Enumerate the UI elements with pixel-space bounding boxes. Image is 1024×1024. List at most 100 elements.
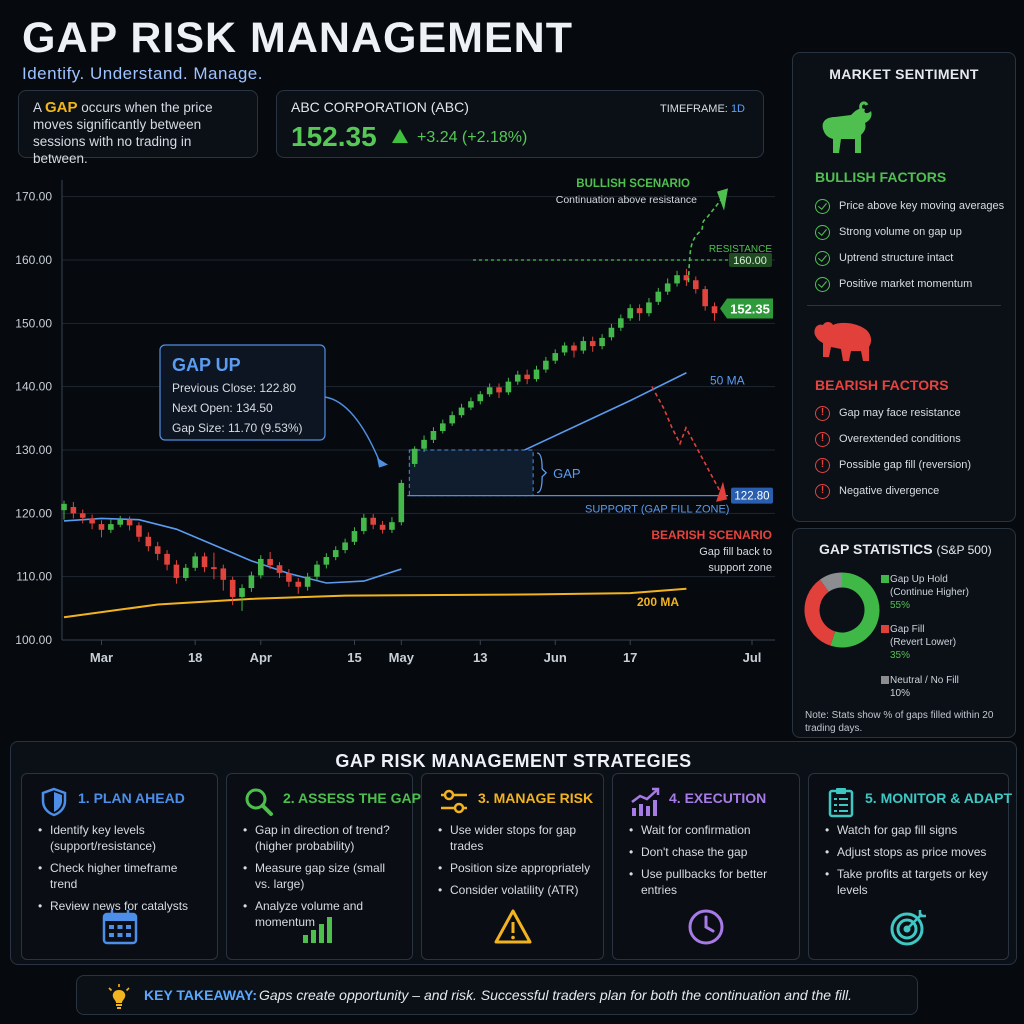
strategy-card-monitor: 5. MONITOR & ADAPT Watch for gap fill si…	[808, 773, 1012, 960]
sentiment-title: MARKET SENTIMENT	[829, 66, 979, 82]
bearish-factor: ! Overextended conditions	[815, 426, 1010, 452]
card-title: 3. MANAGE RISK	[478, 790, 594, 806]
ma50-line	[517, 372, 687, 454]
candle	[145, 536, 152, 547]
donut-slice	[804, 579, 836, 646]
gap-callout-line: Gap Size: 11.70 (9.53%)	[172, 421, 303, 435]
candle	[674, 275, 680, 284]
check-icon	[815, 250, 830, 266]
candle	[421, 439, 427, 449]
bull-icon	[822, 101, 872, 153]
resistance-tag: 160.00	[733, 255, 767, 267]
ma50-label: 50 MA	[710, 373, 745, 387]
x-tick-label: 17	[623, 650, 637, 665]
candle	[627, 308, 633, 319]
exclamation-icon: !	[815, 405, 830, 421]
candle	[70, 507, 77, 514]
gap-statistics-panel: GAP STATISTICS (S&P 500) Gap Up Hold (Con…	[792, 528, 1016, 738]
legend-neutral: Neutral / No Fill 10%	[881, 674, 959, 700]
bullish-text: Continuation above resistance	[556, 194, 697, 206]
legend-swatch	[881, 575, 889, 583]
bearish-factors-list: ! Gap may face resistance ! Overextended c…	[815, 400, 1010, 504]
gap-callout-line: Previous Close: 122.80	[172, 381, 296, 395]
candle	[89, 518, 95, 524]
candle	[524, 374, 530, 380]
candle	[449, 415, 455, 424]
definition-text: occurs when the price moves significantl…	[33, 100, 213, 166]
card-title: 4. EXECUTION	[669, 790, 767, 806]
candle	[239, 588, 245, 597]
bearish-factors-title: BEARISH FACTORS	[815, 377, 949, 393]
up-triangle-icon	[392, 129, 408, 143]
candle	[361, 517, 367, 532]
definition-prefix: A	[33, 100, 46, 115]
candle	[702, 289, 708, 307]
candle	[201, 556, 208, 568]
stats-title: GAP STATISTICS (S&P 500)	[819, 541, 992, 557]
price-chart: 100.00 110.00 120.00 130.00 140.00 150.00 160.…	[15, 178, 775, 665]
candle	[458, 407, 465, 416]
y-tick-label: 170.00	[15, 190, 52, 204]
card-list: Wait for confirmationDon't chase the gap…	[627, 822, 789, 904]
candle	[370, 517, 377, 525]
card-title: 2. ASSESS THE GAP	[283, 790, 421, 806]
quote-panel: ABC CORPORATION (ABC) TIMEFRAME: 1D 152.…	[276, 90, 764, 158]
trend-chart-icon	[631, 787, 660, 816]
candle	[342, 542, 348, 551]
candle	[211, 567, 217, 570]
gap-callout-line: Next Open: 134.50	[172, 401, 273, 415]
x-tick-label: 18	[188, 650, 202, 665]
candle	[571, 345, 577, 351]
candle	[589, 341, 596, 347]
candle	[257, 558, 264, 576]
target-icon	[890, 910, 926, 946]
candle	[117, 519, 124, 525]
x-tick-label: Jun	[544, 650, 567, 665]
key-takeaway-banner: KEY TAKEAWAY: Gaps create opportunity – …	[76, 975, 918, 1015]
candle	[173, 564, 180, 578]
candle	[108, 524, 114, 530]
bullish-factors-title: BULLISH FACTORS	[815, 169, 947, 185]
candle	[323, 557, 330, 565]
support-tag: 122.80	[734, 491, 769, 503]
candle	[295, 581, 302, 587]
bearish-factor: ! Negative divergence	[815, 478, 1010, 504]
callout-arrowhead	[377, 457, 388, 468]
market-sentiment-panel: MARKET SENTIMENT BULLISH FACTORS Price a…	[792, 52, 1016, 522]
y-tick-label: 140.00	[15, 380, 52, 394]
magnifier-icon	[245, 788, 273, 816]
sliders-icon	[441, 789, 467, 814]
candle	[229, 579, 236, 597]
bar-chart-icon	[302, 917, 332, 943]
x-tick-label: Jul	[743, 650, 762, 665]
candle	[276, 565, 283, 573]
gap-label: GAP	[553, 466, 580, 481]
card-list: Identify key levels (support/resistance)…	[36, 822, 207, 920]
shield-icon	[41, 787, 67, 817]
bearish-factor: ! Possible gap fill (reversion)	[815, 452, 1010, 478]
candle	[468, 401, 474, 408]
card-title: 1. PLAN AHEAD	[78, 790, 185, 806]
candle	[608, 327, 615, 338]
bear-icon	[814, 322, 872, 361]
exclamation-icon: !	[815, 483, 830, 499]
y-tick-label: 120.00	[15, 506, 52, 520]
x-tick-label: 13	[473, 650, 487, 665]
candle	[683, 275, 690, 281]
candle	[692, 280, 699, 290]
bearish-text: Gap fill back to	[699, 546, 772, 558]
candle	[220, 568, 227, 580]
bearish-arrow	[651, 386, 721, 492]
calendar-icon	[102, 910, 137, 945]
candle	[314, 564, 320, 577]
takeaway-label: KEY TAKEAWAY:	[144, 987, 258, 1003]
stats-note: Note: Stats show % of gaps filled within…	[805, 710, 994, 734]
callout-arrow	[324, 396, 381, 463]
exclamation-icon: !	[815, 457, 830, 473]
gap-stats-donut	[804, 572, 880, 648]
bearish-title: BEARISH SCENARIO	[651, 528, 772, 542]
candle	[389, 522, 395, 530]
last-price: 152.35	[291, 121, 377, 152]
price-change: +3.24 (+2.18%)	[417, 129, 528, 146]
strategy-card-execution: 4. EXECUTION Wait for confirmationDon't …	[612, 773, 800, 960]
